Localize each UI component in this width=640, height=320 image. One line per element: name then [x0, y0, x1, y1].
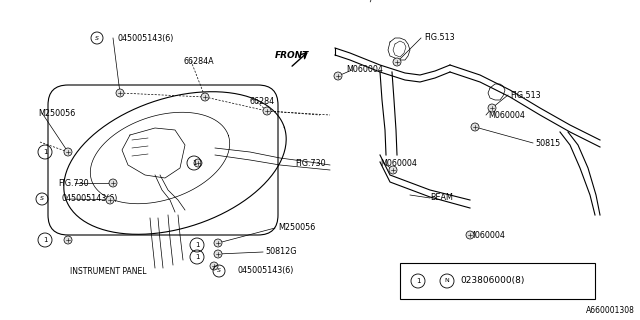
Circle shape	[214, 250, 222, 258]
Bar	[400, 263, 595, 299]
Circle shape	[194, 159, 202, 167]
Circle shape	[201, 93, 209, 101]
Circle shape	[471, 123, 479, 131]
Text: 50815: 50815	[535, 139, 560, 148]
Circle shape	[488, 104, 496, 112]
Text: 66284A: 66284A	[184, 57, 214, 66]
Text: 023806000(8): 023806000(8)	[460, 276, 524, 285]
Text: S: S	[40, 196, 44, 202]
Circle shape	[116, 89, 124, 97]
Text: M060004: M060004	[488, 110, 525, 119]
Text: 1: 1	[195, 242, 199, 248]
Circle shape	[466, 231, 474, 239]
Text: S: S	[217, 268, 221, 274]
Circle shape	[334, 72, 342, 80]
Text: INSTRUMENT PANEL: INSTRUMENT PANEL	[70, 268, 147, 276]
Text: M060004: M060004	[468, 231, 505, 241]
Text: N: N	[445, 278, 449, 284]
Text: 66284: 66284	[250, 98, 275, 107]
Circle shape	[64, 236, 72, 244]
Text: FIG.730: FIG.730	[295, 158, 326, 167]
Text: M250056: M250056	[278, 223, 316, 233]
Text: A660001308: A660001308	[586, 306, 635, 315]
Text: M250056: M250056	[38, 108, 76, 117]
Text: 1: 1	[192, 160, 196, 166]
Text: S: S	[95, 36, 99, 41]
Circle shape	[393, 58, 401, 66]
Text: FIG.730: FIG.730	[58, 179, 88, 188]
Text: 1: 1	[195, 254, 199, 260]
Text: BEAM: BEAM	[430, 194, 453, 203]
Circle shape	[64, 148, 72, 156]
Text: 1: 1	[43, 149, 47, 155]
Circle shape	[263, 107, 271, 115]
Text: FIG.513: FIG.513	[424, 34, 454, 43]
Text: 1: 1	[416, 278, 420, 284]
Text: M060004: M060004	[380, 158, 417, 167]
Circle shape	[389, 166, 397, 174]
Circle shape	[210, 262, 218, 270]
Circle shape	[214, 239, 222, 247]
Text: 045005143(6): 045005143(6)	[118, 34, 174, 43]
Circle shape	[106, 196, 114, 204]
Text: 50812G: 50812G	[265, 247, 296, 257]
Text: 1: 1	[43, 237, 47, 243]
Text: FIG.513: FIG.513	[510, 91, 541, 100]
Circle shape	[109, 179, 117, 187]
Text: FRONT: FRONT	[275, 51, 309, 60]
Text: 045005143(6): 045005143(6)	[238, 267, 294, 276]
Text: 045005143(6): 045005143(6)	[61, 195, 117, 204]
Text: M060004: M060004	[346, 66, 383, 75]
